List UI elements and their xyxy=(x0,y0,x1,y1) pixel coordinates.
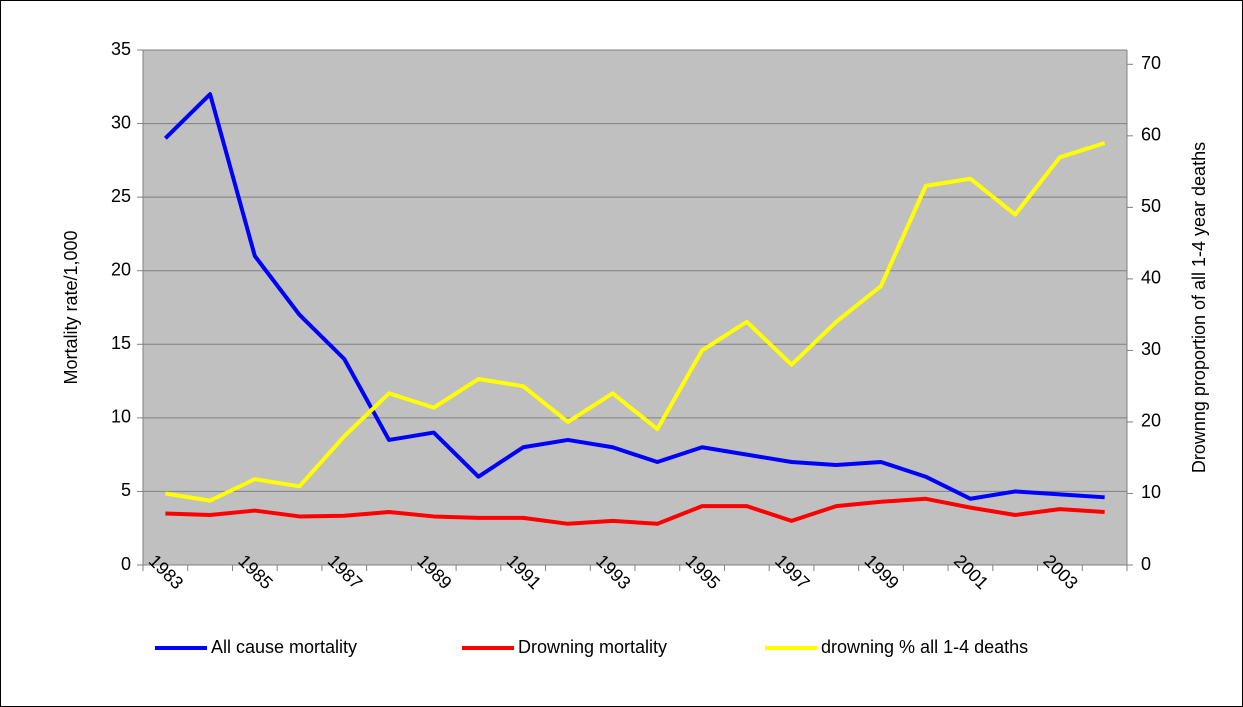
y-tick-label: 35 xyxy=(111,39,131,59)
legend-label: All cause mortality xyxy=(211,637,357,657)
y2-tick-label: 60 xyxy=(1141,125,1161,145)
series-line xyxy=(163,92,1105,501)
y-tick-label: 0 xyxy=(121,554,131,574)
y2-tick-label: 70 xyxy=(1141,53,1161,73)
series-line xyxy=(165,141,1106,503)
y-tick-label: 15 xyxy=(111,333,131,353)
series-line xyxy=(165,496,1105,526)
y-axis-title: Mortality rate/1,000 xyxy=(61,230,81,384)
y-tick-label: 25 xyxy=(111,186,131,206)
y2-tick-label: 10 xyxy=(1141,482,1161,502)
y2-tick-label: 50 xyxy=(1141,196,1161,216)
y-tick-label: 30 xyxy=(111,112,131,132)
y2-tick-label: 40 xyxy=(1141,268,1161,288)
y2-axis-title: Drownng proportion of all 1-4 year death… xyxy=(1189,142,1209,473)
y2-tick-label: 0 xyxy=(1141,554,1151,574)
legend-label: drowning % all 1-4 deaths xyxy=(821,637,1028,657)
y2-tick-label: 30 xyxy=(1141,339,1161,359)
y2-tick-label: 20 xyxy=(1141,411,1161,431)
y-tick-label: 10 xyxy=(111,407,131,427)
y-tick-label: 20 xyxy=(111,259,131,279)
y-tick-label: 5 xyxy=(121,480,131,500)
plot-area xyxy=(143,50,1127,565)
legend-label: Drowning mortality xyxy=(518,637,667,657)
